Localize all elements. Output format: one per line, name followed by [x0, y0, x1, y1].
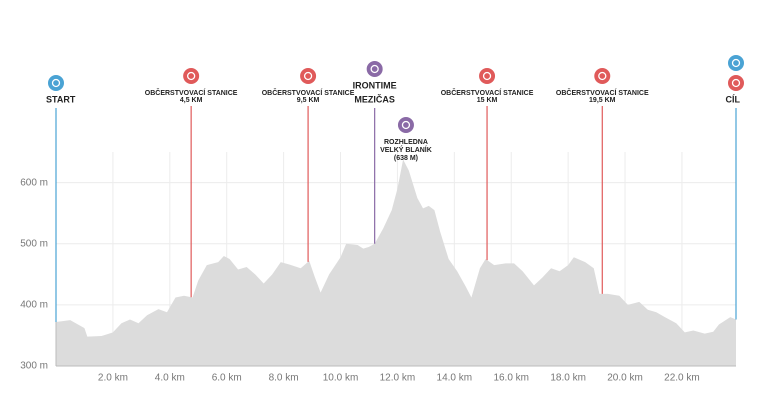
x-tick-label: 22.0 km	[664, 373, 700, 384]
y-tick-label: 600 m	[20, 177, 48, 188]
y-tick-label: 400 m	[20, 300, 48, 311]
marker-icon-glyph	[186, 71, 196, 81]
marker-icon-glyph	[370, 64, 379, 74]
marker-label: OBČERSTVOVACÍ STANICE	[556, 88, 649, 97]
marker-icon	[48, 75, 64, 91]
marker-icon-glyph	[482, 71, 492, 81]
x-tick-label: 6.0 km	[212, 373, 242, 384]
marker-label: 4,5 KM	[180, 97, 203, 104]
y-tick-label: 500 m	[20, 238, 48, 249]
elevation-area	[56, 159, 736, 366]
marker-label: OBČERSTVOVACÍ STANICE	[441, 88, 534, 97]
marker-label: (638 M)	[394, 155, 418, 162]
marker-icon	[594, 68, 611, 84]
marker-label: OBČERSTVOVACÍ STANICE	[262, 88, 355, 97]
marker-icon	[728, 75, 744, 91]
marker-icon-glyph	[598, 71, 607, 81]
marker-icon	[728, 55, 744, 71]
x-tick-label: 2.0 km	[98, 373, 128, 384]
x-tick-label: 12.0 km	[380, 373, 416, 384]
marker-label: 19,5 KM	[589, 97, 616, 104]
marker-icon	[183, 68, 200, 84]
marker-icon	[397, 117, 414, 133]
y-tick-label: 300 m	[20, 361, 48, 372]
marker-label: VELKÝ BLANÍK	[380, 145, 432, 154]
x-tick-label: 10.0 km	[323, 373, 359, 384]
x-tick-label: 16.0 km	[493, 373, 529, 384]
marker-icon-glyph	[731, 58, 741, 68]
x-tick-label: 4.0 km	[155, 373, 185, 384]
x-tick-label: 18.0 km	[550, 373, 586, 384]
marker-label: 15 KM	[477, 97, 498, 104]
marker-label: MEZIČAS	[354, 93, 395, 104]
marker-label: IRONTIME	[353, 80, 397, 90]
marker-icon	[300, 68, 317, 84]
x-tick-label: 20.0 km	[607, 373, 643, 384]
x-tick-label: 8.0 km	[269, 373, 299, 384]
marker-icon-glyph	[51, 78, 61, 88]
marker-label: 9,5 KM	[297, 97, 320, 104]
marker-icon-glyph	[303, 71, 313, 81]
marker-label: OBČERSTVOVACÍ STANICE	[145, 88, 238, 97]
x-tick-label: 14.0 km	[437, 373, 473, 384]
marker-label: START	[46, 94, 76, 104]
marker-icon	[479, 68, 496, 84]
marker-icon-glyph	[401, 120, 411, 130]
marker-label: CÍL	[726, 94, 741, 104]
marker-icon	[366, 61, 383, 77]
marker-label: ROZHLEDNA	[384, 139, 428, 146]
marker-icon-glyph	[731, 78, 741, 88]
